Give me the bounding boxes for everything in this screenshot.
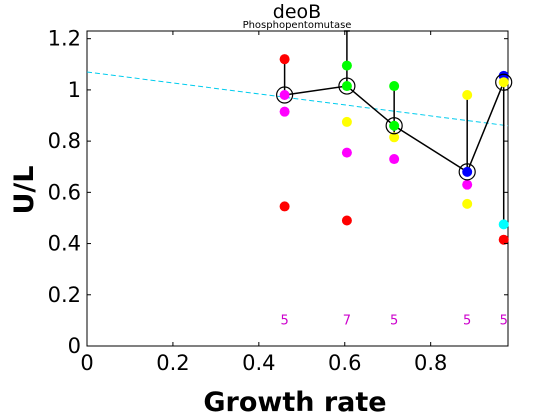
x-tick-label: 0.6 (328, 351, 361, 375)
count-label: 5 (500, 313, 508, 328)
data-point-magenta (279, 90, 290, 101)
mean-marker-layer (276, 73, 513, 181)
x-tick-label: 0 (80, 351, 93, 375)
data-point-red (279, 54, 290, 65)
data-point-magenta (462, 179, 473, 190)
x-tick-label: 0.4 (242, 351, 275, 375)
mean-marker (385, 117, 403, 135)
data-point-green (389, 120, 400, 131)
data-point-green (389, 81, 400, 92)
data-point-red (341, 215, 352, 226)
mean-marker (276, 86, 294, 104)
data-point-yellow (389, 132, 400, 143)
data-point-green (341, 60, 352, 71)
data-point-magenta (341, 147, 352, 158)
trend-line-layer (86, 71, 509, 127)
data-point-yellow (462, 90, 473, 101)
y-tick-label: 0 (68, 334, 81, 358)
data-point-red (498, 234, 509, 245)
axis-ticks-layer: 0 0.2 0.4 0.6 0.8 0 0.2 0.4 0.6 0.8 1 1.2 (48, 27, 508, 375)
x-tick-label: 0.8 (414, 351, 447, 375)
mean-marker (338, 77, 356, 95)
mean-marker (495, 73, 513, 91)
mean-marker (458, 163, 476, 181)
data-point-magenta (389, 154, 400, 165)
y-axis-label: U/L (9, 166, 40, 215)
y-tick-label: 0.8 (48, 129, 81, 153)
y-tick-label: 0.6 (48, 180, 81, 204)
trend-line (86, 71, 509, 127)
y-tick-label: 0.2 (48, 283, 81, 307)
data-point-red (279, 201, 290, 212)
data-point-yellow (462, 198, 473, 209)
y-tick-label: 0.4 (48, 232, 81, 256)
x-tick-label: 0.2 (156, 351, 189, 375)
data-point-yellow (498, 77, 509, 88)
count-label: 5 (390, 313, 398, 328)
count-label: 5 (280, 313, 288, 328)
count-labels-layer: 5 7 5 5 5 (280, 313, 507, 328)
data-point-cyan (498, 219, 509, 230)
plot-area (86, 30, 509, 347)
y-tick-label: 1.2 (48, 27, 81, 51)
data-point-yellow (341, 116, 352, 127)
data-points-layer (279, 54, 509, 245)
data-point-blue (462, 166, 473, 177)
y-tick-label: 1 (68, 78, 81, 102)
x-axis-label: Growth rate (203, 387, 386, 418)
data-point-magenta (279, 106, 290, 117)
chart-subtitle: Phosphopentomutase (243, 20, 352, 31)
count-label: 5 (463, 313, 471, 328)
data-point-green (341, 81, 352, 92)
chart-title: deoB (273, 1, 321, 23)
count-label: 7 (343, 313, 351, 328)
